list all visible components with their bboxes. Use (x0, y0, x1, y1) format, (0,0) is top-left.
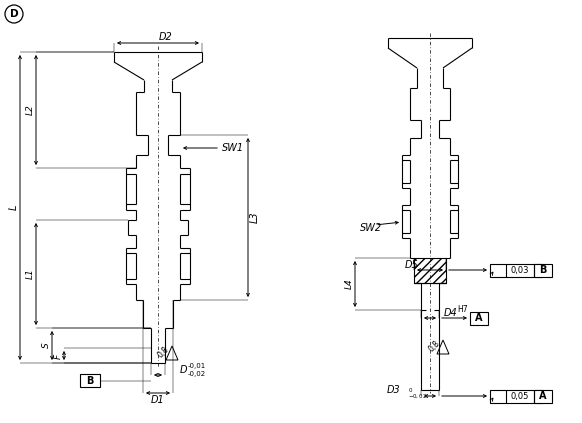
Text: A: A (540, 391, 546, 401)
Text: H7: H7 (457, 305, 467, 314)
Text: $^0_{-0,02}$: $^0_{-0,02}$ (408, 386, 427, 401)
Text: L: L (9, 204, 19, 210)
Text: SW1: SW1 (222, 143, 244, 153)
Text: -0,02: -0,02 (188, 371, 206, 377)
Text: A: A (475, 313, 482, 323)
Text: L1: L1 (26, 269, 34, 279)
Text: D: D (180, 365, 187, 375)
Text: D3: D3 (386, 385, 400, 395)
Text: D: D (10, 9, 18, 19)
Text: L2: L2 (26, 104, 34, 115)
Text: D2: D2 (159, 32, 173, 42)
Text: SW2: SW2 (360, 223, 382, 233)
Text: D4: D4 (444, 308, 458, 318)
Bar (534, 264, 552, 277)
Text: F: F (54, 354, 62, 359)
Text: 0,05: 0,05 (511, 392, 529, 401)
Bar (490, 264, 542, 277)
Text: -0,01: -0,01 (188, 363, 206, 369)
Text: S: S (41, 342, 51, 348)
Text: D1: D1 (151, 395, 165, 405)
Text: D5: D5 (405, 260, 419, 270)
Text: B: B (540, 265, 546, 275)
Bar (80, 374, 100, 387)
Text: 0,8: 0,8 (155, 345, 171, 360)
Text: L4: L4 (345, 279, 353, 289)
Text: 0,03: 0,03 (511, 266, 529, 275)
Bar (414, 258, 446, 283)
Bar (534, 390, 552, 403)
Text: B: B (86, 376, 94, 385)
Bar (490, 390, 542, 403)
Text: 0,8: 0,8 (427, 338, 441, 354)
Text: L3: L3 (250, 211, 260, 223)
Bar (470, 312, 488, 325)
